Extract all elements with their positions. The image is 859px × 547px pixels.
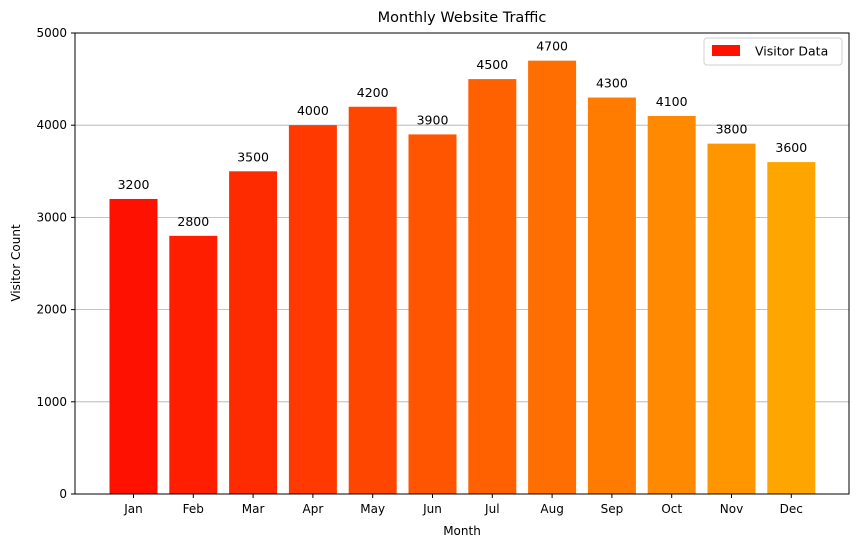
data-label-mar: 3500 xyxy=(237,149,269,164)
x-axis-label: Month xyxy=(443,524,481,538)
bar-aug xyxy=(528,60,577,494)
x-tick-label: Aug xyxy=(540,502,563,516)
y-axis-label: Visitor Count xyxy=(9,224,23,302)
data-label-apr: 4000 xyxy=(297,103,329,118)
bar-jan xyxy=(109,198,158,494)
x-tick-label: Apr xyxy=(303,502,324,516)
x-tick-label: Nov xyxy=(720,502,743,516)
y-tick-label: 4000 xyxy=(36,118,67,132)
x-tick-label: Jun xyxy=(422,502,442,516)
y-tick-label: 2000 xyxy=(36,303,67,317)
bar-mar xyxy=(229,171,278,495)
bar-jun xyxy=(408,134,457,495)
data-label-nov: 3800 xyxy=(716,122,748,137)
data-label-jan: 3200 xyxy=(118,177,150,192)
x-tick-label: Oct xyxy=(661,502,682,516)
x-tick-label: Feb xyxy=(183,502,204,516)
legend-swatch xyxy=(712,45,740,56)
x-tick-label: Sep xyxy=(601,502,624,516)
data-label-aug: 4700 xyxy=(536,39,568,54)
bar-apr xyxy=(288,125,337,494)
y-tick-label: 0 xyxy=(59,487,67,501)
y-tick-label: 1000 xyxy=(36,395,67,409)
x-tick-label: Dec xyxy=(780,502,803,516)
data-labels: 3200 2800 3500 4000 4200 3900 4500 4700 4300 4100… xyxy=(118,39,808,229)
data-label-sep: 4300 xyxy=(596,76,628,91)
y-tick-label: 5000 xyxy=(36,26,67,40)
y-tick-label: 3000 xyxy=(36,210,67,224)
legend-frame xyxy=(703,37,843,66)
legend: Visitor Data xyxy=(703,37,843,66)
x-tick-label: May xyxy=(360,502,385,516)
chart-title: Monthly Website Traffic xyxy=(378,10,547,26)
data-label-jul: 4500 xyxy=(476,57,508,72)
data-label-dec: 3600 xyxy=(775,140,807,155)
x-tick-label: Jul xyxy=(484,502,499,516)
data-label-jun: 3900 xyxy=(417,112,449,127)
bar-feb xyxy=(169,235,218,494)
bar-nov xyxy=(707,143,756,494)
bar-dec xyxy=(767,162,816,494)
x-tick-label: Jan xyxy=(123,502,143,516)
data-label-feb: 2800 xyxy=(177,214,209,229)
data-label-oct: 4100 xyxy=(656,94,688,109)
x-tick-label: Mar xyxy=(242,502,265,516)
y-axis-ticks: 0 1000 2000 3000 4000 5000 xyxy=(36,26,75,501)
legend-label: Visitor Data xyxy=(755,44,828,59)
bars xyxy=(109,60,816,495)
bar-sep xyxy=(587,97,636,494)
plot-area-frame xyxy=(74,32,850,495)
bar-may xyxy=(348,106,397,494)
bar-jul xyxy=(468,79,517,494)
data-label-may: 4200 xyxy=(357,85,389,100)
x-axis-ticks: Jan Feb Mar Apr May Jun Jul Aug Sep Oct Nov Dec xyxy=(123,494,803,516)
bar-oct xyxy=(647,115,696,494)
